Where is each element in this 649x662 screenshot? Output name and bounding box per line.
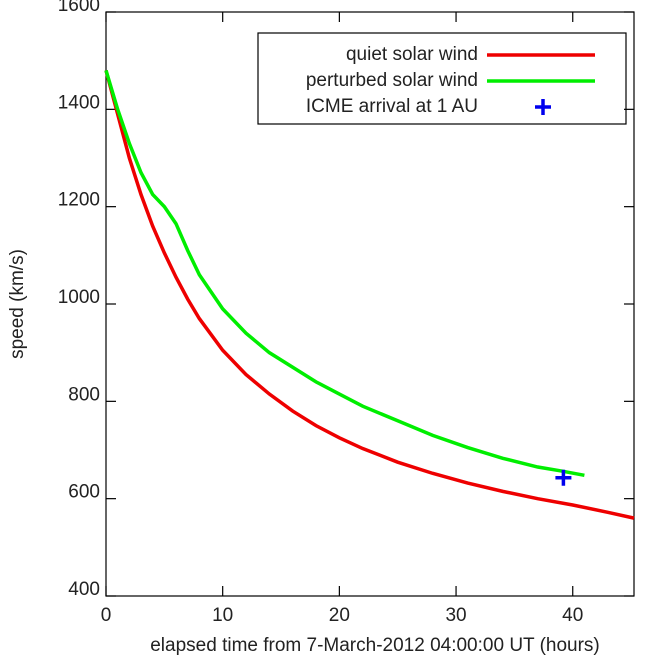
legend-label: perturbed solar wind <box>306 70 478 91</box>
y-axis-label: speed (km/s) <box>7 249 28 359</box>
x-tick-label: 40 <box>562 605 583 626</box>
event-marker <box>555 469 572 486</box>
data-line <box>104 69 585 478</box>
x-tick-label: 10 <box>212 605 233 626</box>
y-tick-label: 400 <box>68 579 100 600</box>
y-tick-label: 800 <box>68 384 100 405</box>
y-tick-label: 1200 <box>58 190 100 211</box>
y-tick-label: 600 <box>68 482 100 503</box>
y-tick-label: 1600 <box>58 0 100 16</box>
x-axis-label: elapsed time from 7-March-2012 04:00:00 … <box>150 635 600 656</box>
y-tick-label: 1400 <box>58 92 100 113</box>
x-tick-label: 0 <box>101 605 112 626</box>
y-tick-label: 1000 <box>58 287 100 308</box>
data-line <box>104 69 635 520</box>
legend-symbol <box>535 99 551 115</box>
legend-box <box>257 32 627 125</box>
x-tick-label: 30 <box>445 605 466 626</box>
x-tick-label: 20 <box>329 605 350 626</box>
legend-label: quiet solar wind <box>346 44 478 65</box>
legend-label: ICME arrival at 1 AU <box>306 96 478 117</box>
